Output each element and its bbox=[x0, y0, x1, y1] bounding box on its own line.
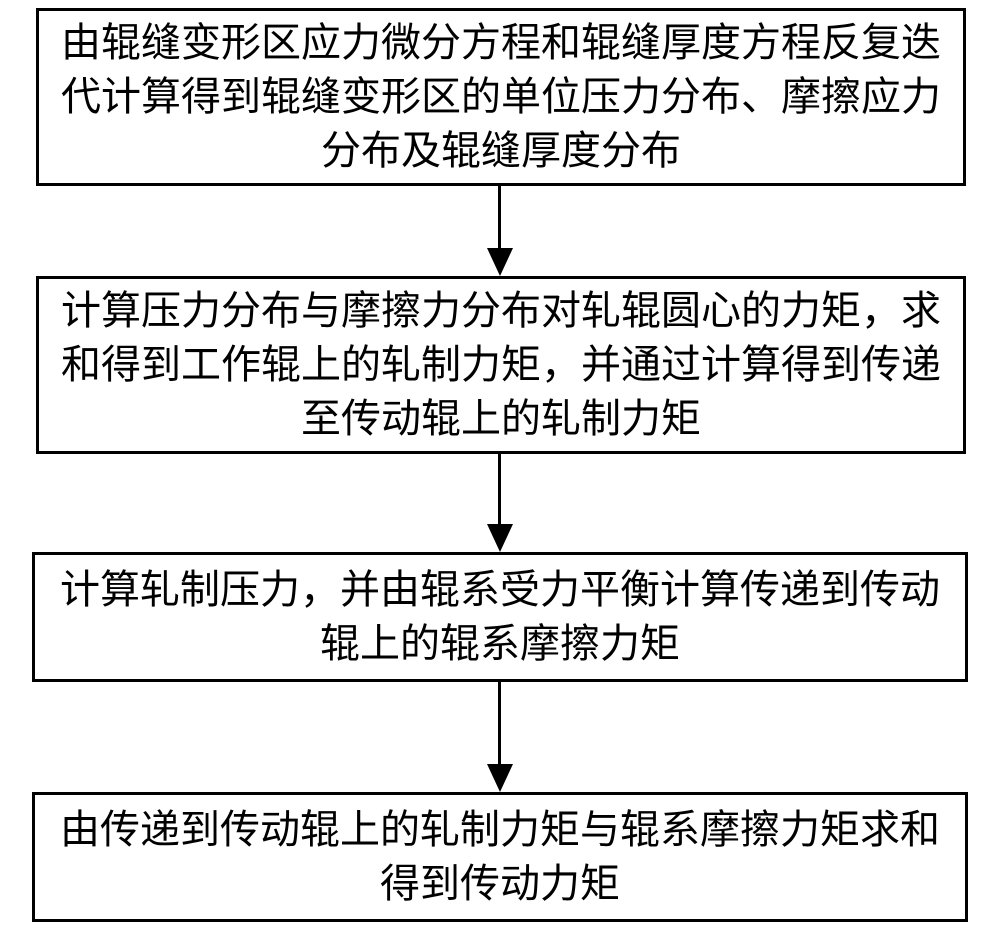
arrow-2-line bbox=[498, 454, 501, 524]
flow-step-2-text: 计算压力分布与摩擦力分布对轧辊圆心的力矩，求和得到工作辊上的轧制力矩，并通过计算… bbox=[59, 284, 943, 446]
arrow-1-head bbox=[487, 248, 513, 276]
arrow-1-line bbox=[498, 186, 501, 248]
arrow-2-head bbox=[487, 524, 513, 552]
flow-step-3-text: 计算轧制压力，并由辊系受力平衡计算传递到传动辊上的辊系摩擦力矩 bbox=[55, 563, 945, 671]
arrow-3-line bbox=[498, 682, 501, 764]
flow-step-4: 由传递到传动辊上的轧制力矩与辊系摩擦力矩求和得到传动力矩 bbox=[32, 792, 968, 922]
flow-step-3: 计算轧制压力，并由辊系受力平衡计算传递到传动辊上的辊系摩擦力矩 bbox=[32, 552, 968, 682]
flow-step-2: 计算压力分布与摩擦力分布对轧辊圆心的力矩，求和得到工作辊上的轧制力矩，并通过计算… bbox=[36, 276, 966, 454]
flow-step-1-text: 由辊缝变形区应力微分方程和辊缝厚度方程反复迭代计算得到辊缝变形区的单位压力分布、… bbox=[59, 16, 943, 178]
flowchart-canvas: 由辊缝变形区应力微分方程和辊缝厚度方程反复迭代计算得到辊缝变形区的单位压力分布、… bbox=[0, 0, 1000, 929]
flow-step-1: 由辊缝变形区应力微分方程和辊缝厚度方程反复迭代计算得到辊缝变形区的单位压力分布、… bbox=[36, 8, 966, 186]
flow-step-4-text: 由传递到传动辊上的轧制力矩与辊系摩擦力矩求和得到传动力矩 bbox=[55, 803, 945, 911]
arrow-3-head bbox=[487, 764, 513, 792]
